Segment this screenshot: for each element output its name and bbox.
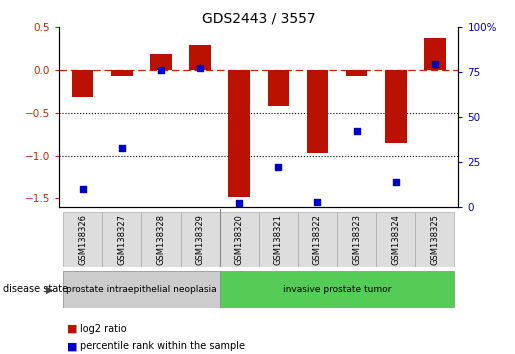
Point <box>79 186 87 192</box>
Text: GSM138324: GSM138324 <box>391 214 400 265</box>
Text: disease state: disease state <box>3 284 67 295</box>
Bar <box>298 212 337 267</box>
Bar <box>424 38 445 69</box>
Bar <box>102 212 142 267</box>
Bar <box>181 212 220 267</box>
Bar <box>229 69 250 197</box>
Point <box>157 67 165 73</box>
Point <box>118 145 126 150</box>
Bar <box>63 271 220 308</box>
Text: GSM138325: GSM138325 <box>431 214 439 265</box>
Text: GSM138327: GSM138327 <box>117 214 126 265</box>
Bar <box>72 69 93 97</box>
Text: ▶: ▶ <box>45 284 53 295</box>
Point <box>391 179 400 185</box>
Text: invasive prostate tumor: invasive prostate tumor <box>283 285 391 294</box>
Text: prostate intraepithelial neoplasia: prostate intraepithelial neoplasia <box>66 285 217 294</box>
Point <box>431 62 439 67</box>
Text: GSM138320: GSM138320 <box>235 214 244 265</box>
Bar <box>190 45 211 69</box>
Text: GSM138326: GSM138326 <box>78 214 87 265</box>
Text: log2 ratio: log2 ratio <box>80 324 127 333</box>
Bar <box>220 271 454 308</box>
Bar <box>259 212 298 267</box>
Bar <box>385 69 406 143</box>
Point <box>313 199 321 205</box>
Bar <box>307 69 328 153</box>
Bar <box>150 54 171 69</box>
Bar <box>63 212 102 267</box>
Bar <box>111 69 132 76</box>
Bar <box>220 212 259 267</box>
Bar <box>415 212 454 267</box>
Text: GSM138323: GSM138323 <box>352 214 361 265</box>
Point <box>274 165 282 170</box>
Point <box>196 65 204 71</box>
Title: GDS2443 / 3557: GDS2443 / 3557 <box>202 11 316 25</box>
Text: GSM138329: GSM138329 <box>196 214 204 265</box>
Point <box>352 129 360 134</box>
Bar <box>337 212 376 267</box>
Text: ■: ■ <box>67 341 77 351</box>
Text: percentile rank within the sample: percentile rank within the sample <box>80 341 245 351</box>
Bar <box>376 212 415 267</box>
Text: GSM138322: GSM138322 <box>313 214 322 265</box>
Text: GSM138328: GSM138328 <box>157 214 165 265</box>
Bar <box>346 69 367 75</box>
Point <box>235 201 244 206</box>
Bar <box>142 212 181 267</box>
Text: ■: ■ <box>67 324 77 333</box>
Text: GSM138321: GSM138321 <box>274 214 283 265</box>
Bar <box>268 69 289 105</box>
